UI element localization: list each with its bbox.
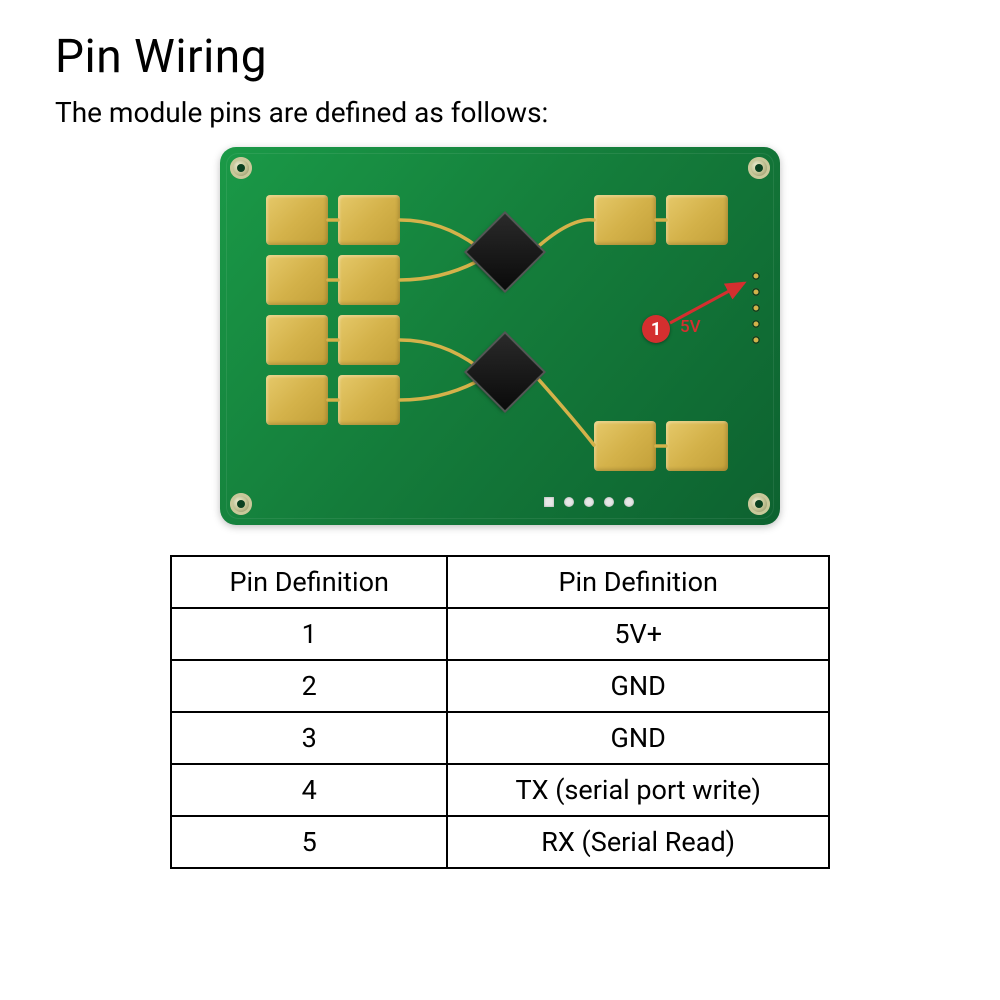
table-row: 5 RX (Serial Read) [171, 816, 829, 868]
table-cell: RX (Serial Read) [447, 816, 829, 868]
solder-dots [544, 497, 634, 507]
table-row: 2 GND [171, 660, 829, 712]
table-row: 4 TX (serial port write) [171, 764, 829, 816]
table-cell: 4 [171, 764, 447, 816]
table-cell: 5 [171, 816, 447, 868]
page-title: Pin Wiring [55, 30, 945, 84]
table-header: Pin Definition [171, 556, 447, 608]
pin-definition-table: Pin Definition Pin Definition 1 5V+ 2 GN… [170, 555, 830, 869]
table-cell: GND [447, 660, 829, 712]
table-cell: 3 [171, 712, 447, 764]
table-cell: 1 [171, 608, 447, 660]
pcb-diagram: 1 5V [55, 147, 945, 525]
table-header-row: Pin Definition Pin Definition [171, 556, 829, 608]
table-cell: 5V+ [447, 608, 829, 660]
pcb-board: 1 5V [220, 147, 780, 525]
table-row: 1 5V+ [171, 608, 829, 660]
table-cell: GND [447, 712, 829, 764]
callout-number: 1 [651, 319, 661, 340]
callout-arrow-icon [662, 277, 782, 337]
page-subtitle: The module pins are defined as follows: [55, 96, 945, 129]
table-row: 3 GND [171, 712, 829, 764]
table-cell: TX (serial port write) [447, 764, 829, 816]
table-cell: 2 [171, 660, 447, 712]
table-header: Pin Definition [447, 556, 829, 608]
pin-table: Pin Definition Pin Definition 1 5V+ 2 GN… [55, 555, 945, 869]
